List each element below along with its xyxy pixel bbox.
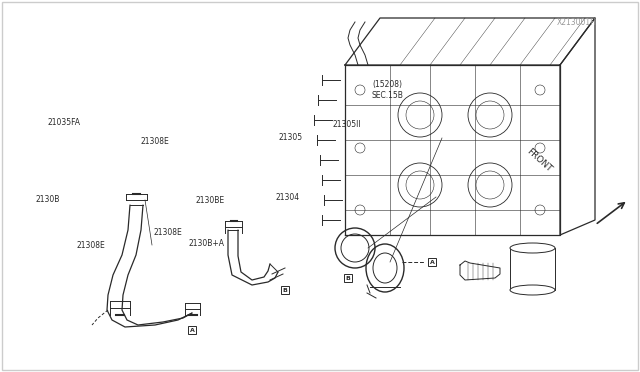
Text: 2130B+A: 2130B+A	[189, 239, 225, 248]
Text: 21308E: 21308E	[77, 241, 106, 250]
Bar	[281, 286, 289, 294]
Text: A: A	[189, 327, 195, 333]
Text: FRONT: FRONT	[525, 147, 554, 173]
Ellipse shape	[510, 285, 555, 295]
Text: SEC.15B: SEC.15B	[371, 92, 403, 100]
Text: 21305: 21305	[278, 133, 303, 142]
Text: 2130B: 2130B	[35, 195, 60, 203]
Text: A: A	[429, 260, 435, 264]
Text: 21305II: 21305II	[333, 120, 362, 129]
Ellipse shape	[510, 243, 555, 253]
Bar	[344, 274, 352, 282]
Text: (15208): (15208)	[372, 80, 403, 89]
Text: 2130BE: 2130BE	[195, 196, 225, 205]
Bar	[188, 326, 196, 334]
Bar	[428, 258, 436, 266]
Text: 21308E: 21308E	[154, 228, 182, 237]
Text: 21035FA: 21035FA	[48, 118, 81, 127]
Text: 21304: 21304	[275, 193, 300, 202]
Text: X213001H: X213001H	[557, 18, 596, 27]
Text: 21308E: 21308E	[141, 137, 170, 146]
Text: B: B	[346, 276, 351, 280]
Text: B: B	[283, 288, 287, 292]
